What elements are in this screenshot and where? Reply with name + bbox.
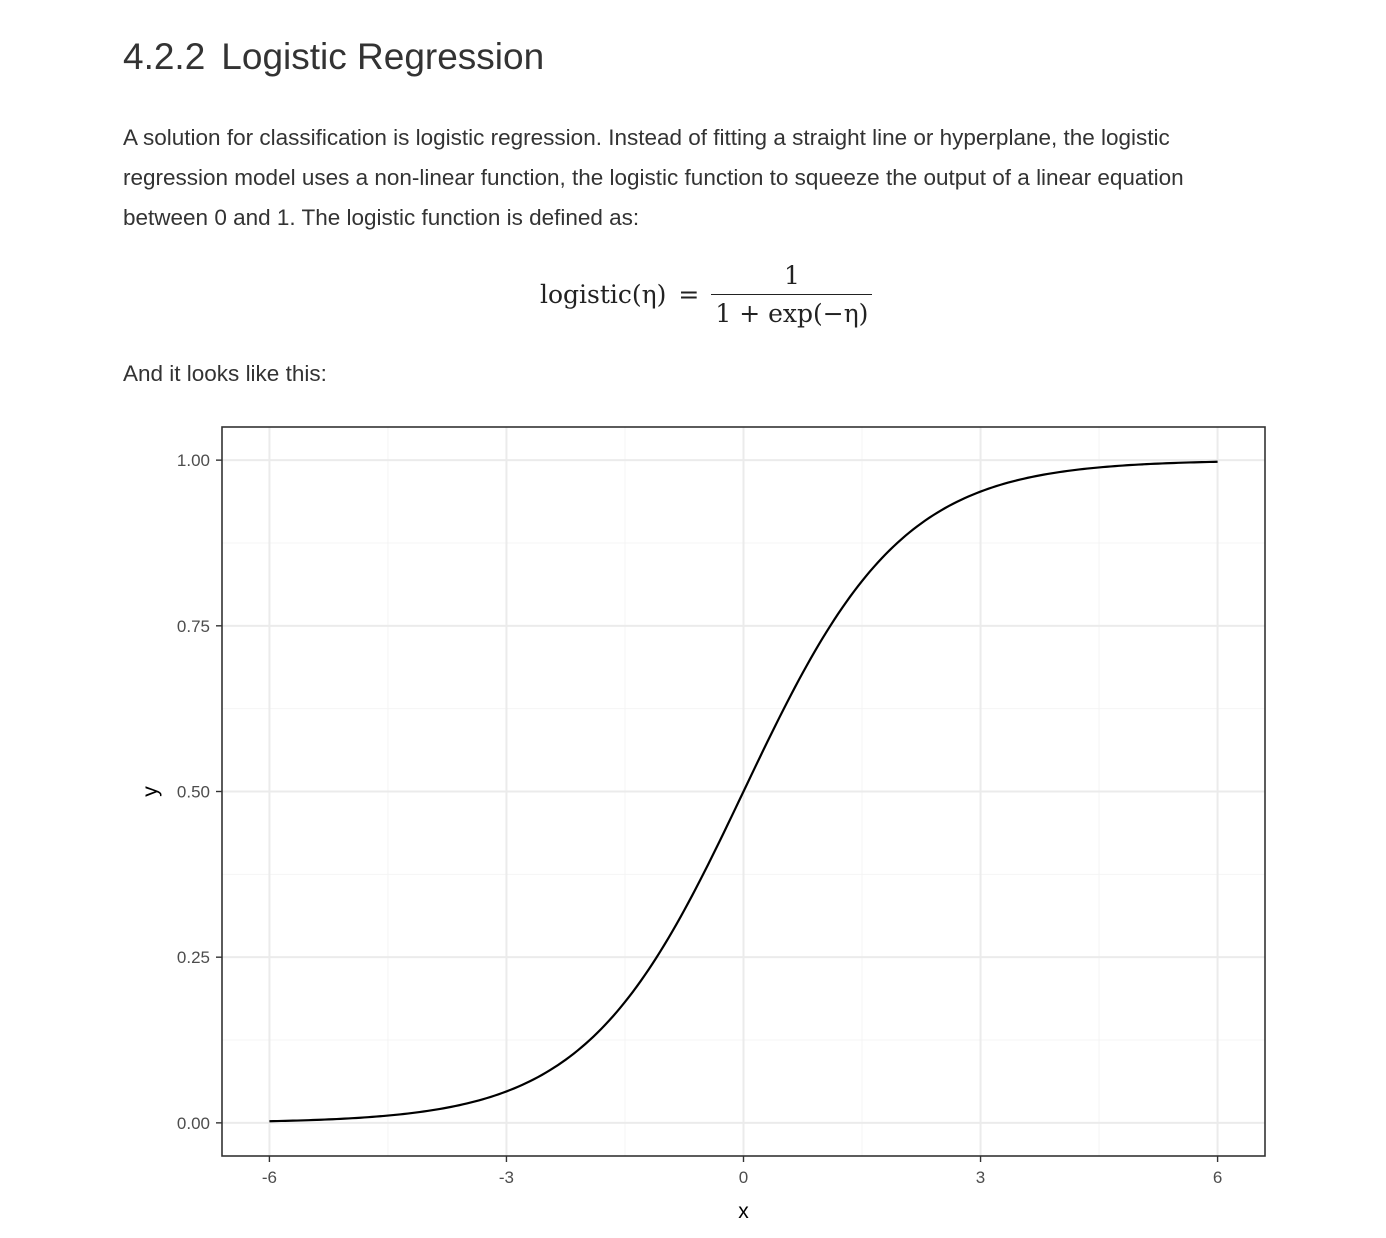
x-axis-label: x [738,1200,749,1223]
logistic-equation: logistic(η) = 1 1 + exp(−η) [540,254,873,334]
x-tick-label: -6 [262,1168,277,1187]
equation-fraction: 1 1 + exp(−η) [711,260,873,328]
y-tick-label: 1.00 [177,451,210,470]
equation-numerator: 1 [783,260,800,290]
x-tick-label: -3 [499,1168,514,1187]
y-tick-label: 0.50 [177,783,210,802]
y-tick-label: 0.75 [177,617,210,636]
section-heading: 4.2.2 Logistic Regression [123,34,544,80]
equation-denominator: 1 + exp(−η) [711,293,873,328]
x-tick-label: 3 [976,1168,985,1187]
y-tick-label: 0.25 [177,948,210,967]
x-tick-label: 6 [1213,1168,1222,1187]
x-axis-ticks: -6 -3 0 3 6 [262,1156,1222,1187]
major-gridlines [222,427,1265,1156]
lead-paragraph: And it looks like this: [123,361,327,386]
x-tick-label: 0 [739,1168,748,1187]
equation-lhs: logistic(η) [540,279,667,309]
section-title: Logistic Regression [221,36,545,77]
y-axis-label: y [139,786,162,797]
equation-equals: = [678,279,700,309]
section-number: 4.2.2 [123,36,206,77]
logistic-curve [269,460,1218,1123]
y-tick-label: 0.00 [177,1114,210,1133]
y-axis-ticks: 0.00 0.25 0.50 0.75 1.00 [177,451,222,1133]
intro-paragraph: A solution for classification is logisti… [123,125,1184,230]
